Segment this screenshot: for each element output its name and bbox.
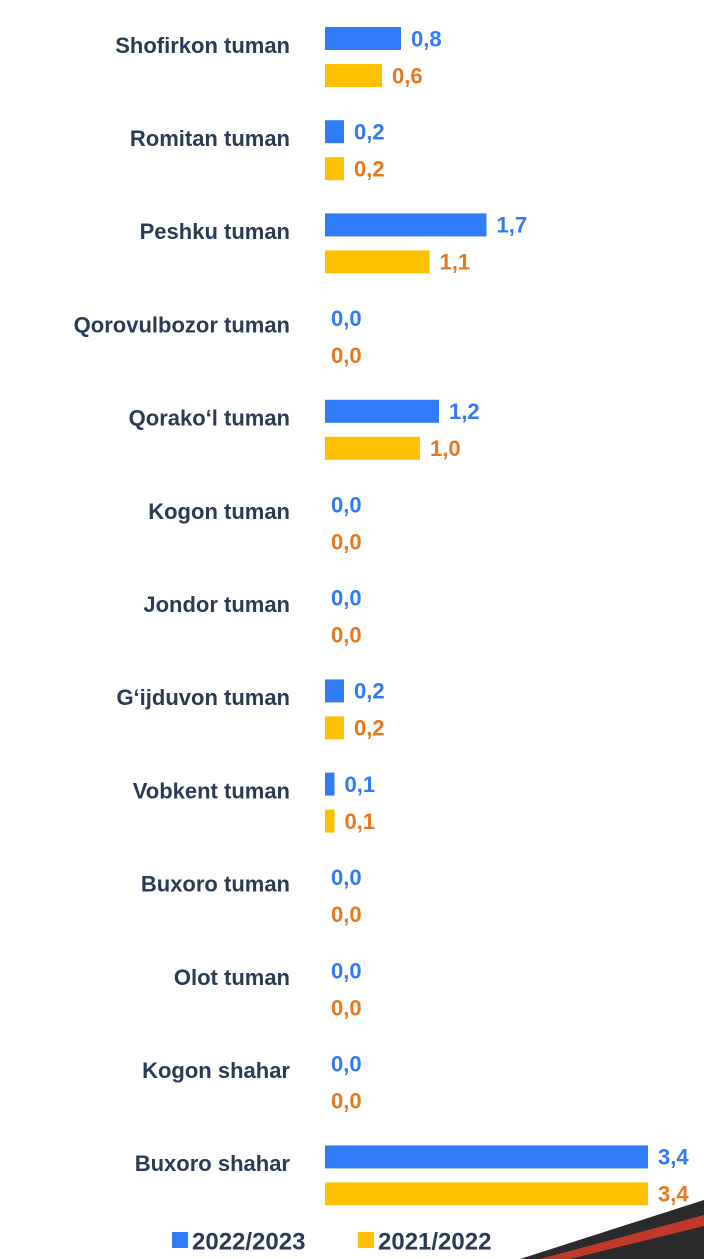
value-label: 1,2	[449, 399, 480, 424]
bar	[325, 213, 487, 236]
bar	[325, 679, 344, 702]
category-label: Peshku tuman	[140, 219, 290, 244]
category-label: Shofirkon tuman	[115, 33, 290, 58]
value-label: 0,2	[354, 157, 385, 182]
category-label: Romitan tuman	[130, 126, 290, 151]
value-label: 0,0	[331, 865, 362, 890]
legend-swatch	[358, 1232, 374, 1248]
chart: Shofirkon tuman 0,8 0,6 Romitan tuman 0,2 0,2…	[0, 0, 704, 1259]
bar	[325, 810, 335, 833]
category-label: Kogon shahar	[142, 1058, 290, 1083]
value-label: 1,0	[430, 436, 461, 461]
category-label: Qorovulbozor tuman	[74, 312, 290, 337]
legend-label: 2022/2023	[192, 1228, 305, 1255]
category-label: Buxoro tuman	[141, 872, 290, 897]
category-label: G‘ijduvon tuman	[116, 685, 290, 710]
legend-label: 2021/2022	[378, 1228, 491, 1255]
value-label: 1,1	[440, 250, 471, 275]
bar	[325, 437, 420, 460]
value-label: 0,0	[331, 995, 362, 1020]
value-label: 3,4	[658, 1182, 689, 1207]
value-label: 0,0	[331, 1052, 362, 1077]
legend-swatch	[172, 1232, 188, 1248]
value-label: 0,6	[392, 63, 423, 88]
value-label: 1,7	[497, 213, 528, 238]
value-label: 0,0	[331, 1089, 362, 1114]
bar	[325, 1145, 648, 1168]
bar	[325, 716, 344, 739]
category-label: Olot tuman	[174, 965, 290, 990]
bar	[325, 157, 344, 180]
value-label: 0,8	[411, 26, 442, 51]
value-label: 0,1	[345, 809, 376, 834]
value-label: 3,4	[658, 1145, 689, 1170]
bar	[325, 773, 335, 796]
bar	[325, 64, 382, 87]
category-label: Vobkent tuman	[133, 778, 290, 803]
category-label: Kogon tuman	[148, 499, 290, 524]
value-label: 0,2	[354, 120, 385, 145]
value-label: 0,0	[331, 902, 362, 927]
bar	[325, 250, 430, 273]
value-label: 0,1	[345, 772, 376, 797]
value-label: 0,0	[331, 492, 362, 517]
value-label: 0,0	[331, 306, 362, 331]
value-label: 0,0	[331, 958, 362, 983]
category-label: Buxoro shahar	[135, 1151, 291, 1176]
value-label: 0,0	[331, 529, 362, 554]
bar	[325, 27, 401, 50]
bar	[325, 400, 439, 423]
value-label: 0,2	[354, 679, 385, 704]
value-label: 0,0	[331, 586, 362, 611]
bar	[325, 120, 344, 143]
value-label: 0,2	[354, 716, 385, 741]
category-label: Qorako‘l tuman	[129, 406, 290, 431]
value-label: 0,0	[331, 343, 362, 368]
value-label: 0,0	[331, 623, 362, 648]
bar	[325, 1182, 648, 1205]
category-label: Jondor tuman	[143, 592, 290, 617]
